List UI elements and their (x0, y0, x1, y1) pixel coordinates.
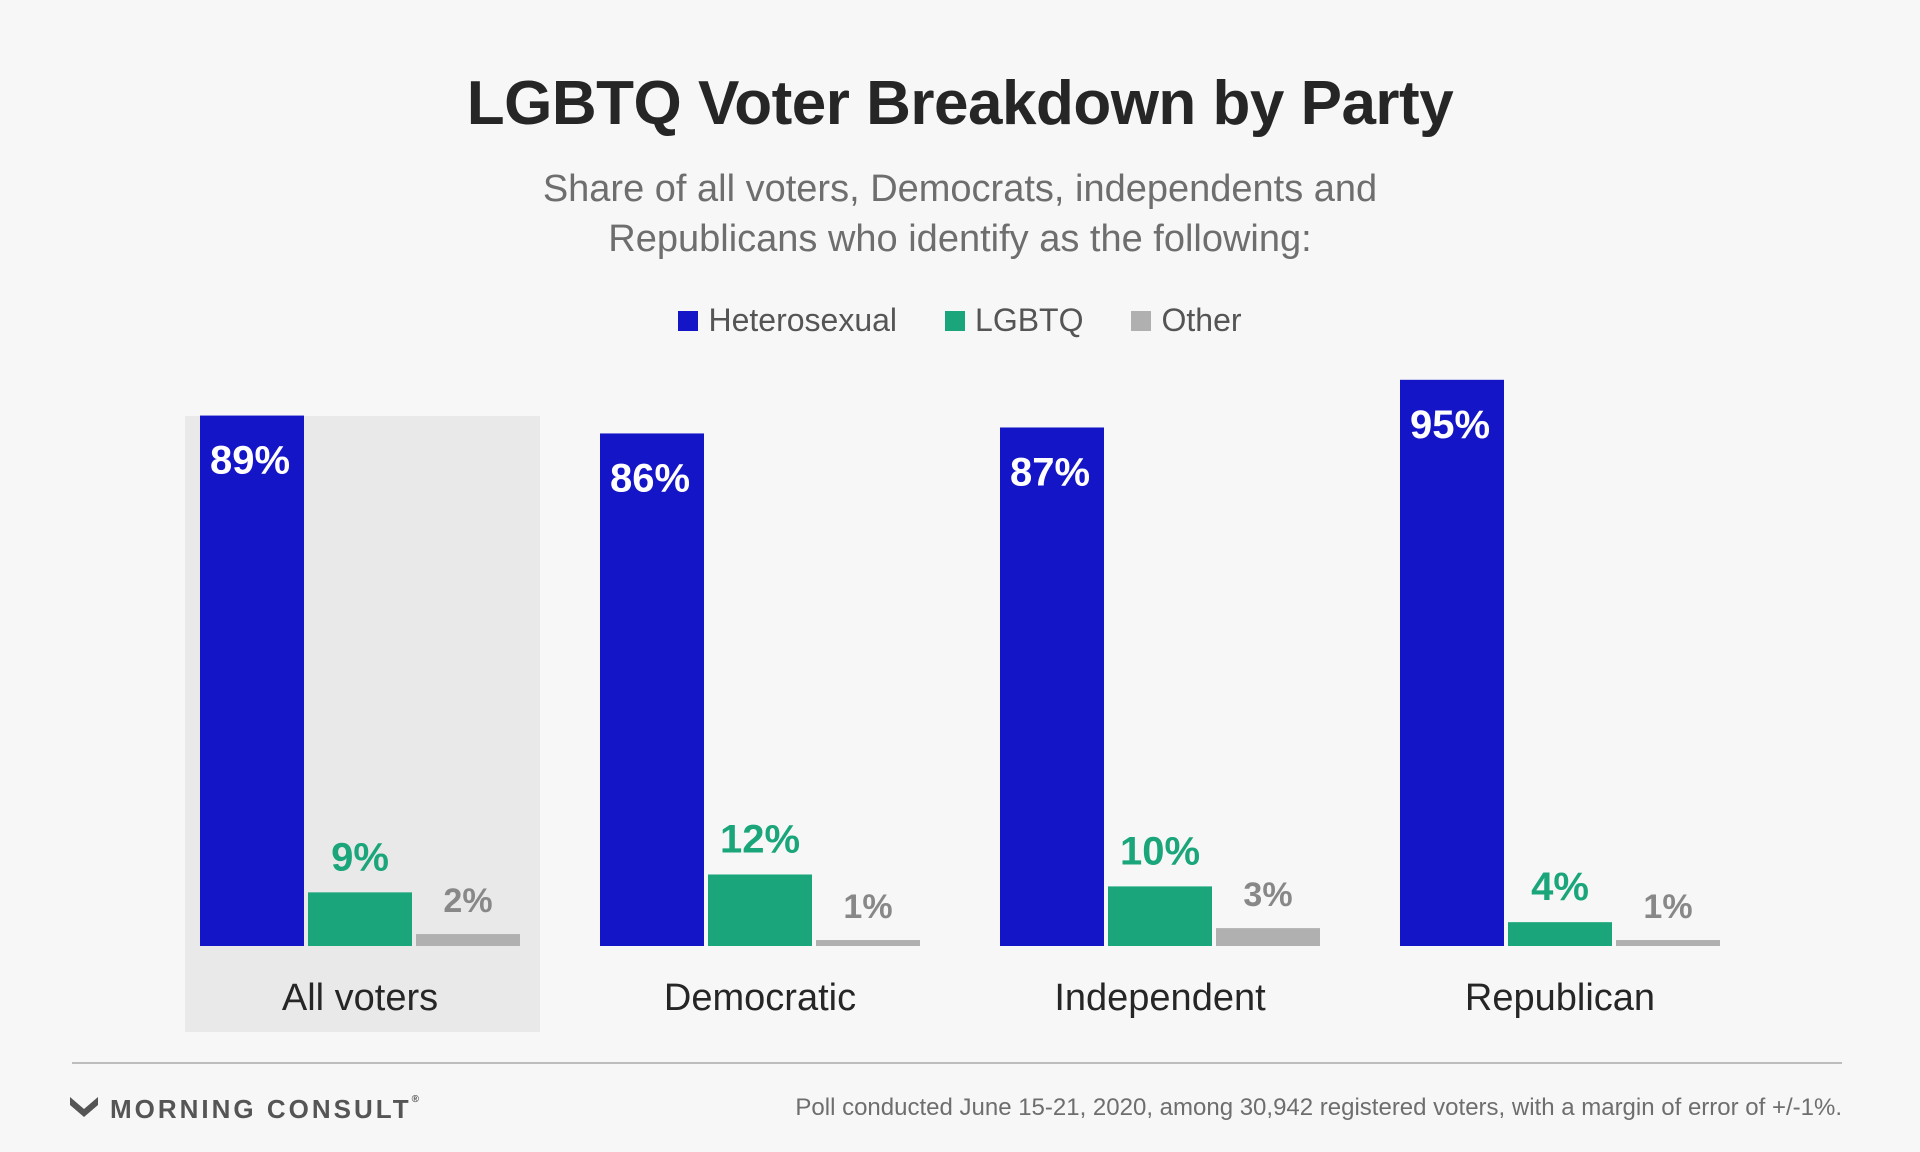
category-label-independent: Independent (1054, 977, 1266, 1019)
data-label-republican-heterosexual: 95% (1410, 403, 1490, 447)
poll-footnote: Poll conducted June 15-21, 2020, among 3… (795, 1094, 1842, 1121)
bar-democratic-heterosexual (600, 433, 704, 946)
chart-title: LGBTQ Voter Breakdown by Party (466, 69, 1454, 138)
legend-label-lgbtq: LGBTQ (975, 302, 1084, 338)
footer-divider (72, 1062, 1842, 1064)
subtitle-line-1: Share of all voters, Democrats, independ… (542, 168, 1378, 210)
legend-item-heterosexual: Heterosexual (678, 302, 897, 339)
data-label-independent-other: 3% (1243, 876, 1292, 914)
data-label-independent-heterosexual: 87% (1010, 450, 1090, 494)
category-label-republican: Republican (1465, 977, 1655, 1019)
bar-independent-other (1216, 928, 1320, 946)
bar-republican-lgbtq (1508, 922, 1612, 946)
data-label-democratic-lgbtq: 12% (720, 817, 800, 861)
data-label-democratic-heterosexual: 86% (610, 456, 690, 500)
bar-democratic-other (816, 940, 920, 946)
bar-republican-heterosexual (1400, 379, 1504, 946)
bar-all-voters-heterosexual (200, 415, 304, 946)
chart-subtitle: Share of all voters, Democrats, independ… (460, 164, 1460, 264)
data-label-republican-other: 1% (1643, 888, 1692, 926)
legend-label-heterosexual: Heterosexual (708, 302, 898, 338)
bar-republican-other (1616, 940, 1720, 946)
data-label-independent-lgbtq: 10% (1120, 829, 1200, 873)
data-label-democratic-other: 1% (843, 888, 892, 926)
data-label-all-voters-heterosexual: 89% (210, 439, 290, 483)
morning-consult-logo: MORNING CONSULT® (70, 1094, 422, 1125)
category-label-all-voters: All voters (282, 977, 438, 1019)
data-label-all-voters-lgbtq: 9% (331, 835, 389, 879)
bar-independent-heterosexual (1000, 427, 1104, 947)
legend-swatch-other (1131, 310, 1152, 331)
legend-swatch-lgbtq (945, 310, 966, 331)
legend-item-other: Other (1131, 302, 1242, 339)
chart-legend: Heterosexual LGBTQ Other (0, 302, 1920, 339)
legend-item-lgbtq: LGBTQ (945, 302, 1083, 339)
data-label-all-voters-other: 2% (443, 882, 492, 920)
morning-consult-chevron-icon (70, 1096, 98, 1117)
bar-all-voters-lgbtq (308, 892, 412, 946)
bar-all-voters-other (416, 934, 520, 946)
legend-label-other: Other (1161, 302, 1242, 338)
data-label-republican-lgbtq: 4% (1531, 865, 1589, 909)
bar-democratic-lgbtq (708, 874, 812, 946)
logo-text: MORNING CONSULT® (110, 1094, 422, 1125)
subtitle-line-2: Republicans who identify as the followin… (608, 218, 1312, 260)
bar-independent-lgbtq (1108, 886, 1212, 946)
legend-swatch-heterosexual (678, 310, 699, 331)
registered-mark: ® (411, 1094, 422, 1105)
logo-wordmark: MORNING CONSULT (110, 1094, 412, 1124)
category-label-democratic: Democratic (664, 977, 856, 1019)
